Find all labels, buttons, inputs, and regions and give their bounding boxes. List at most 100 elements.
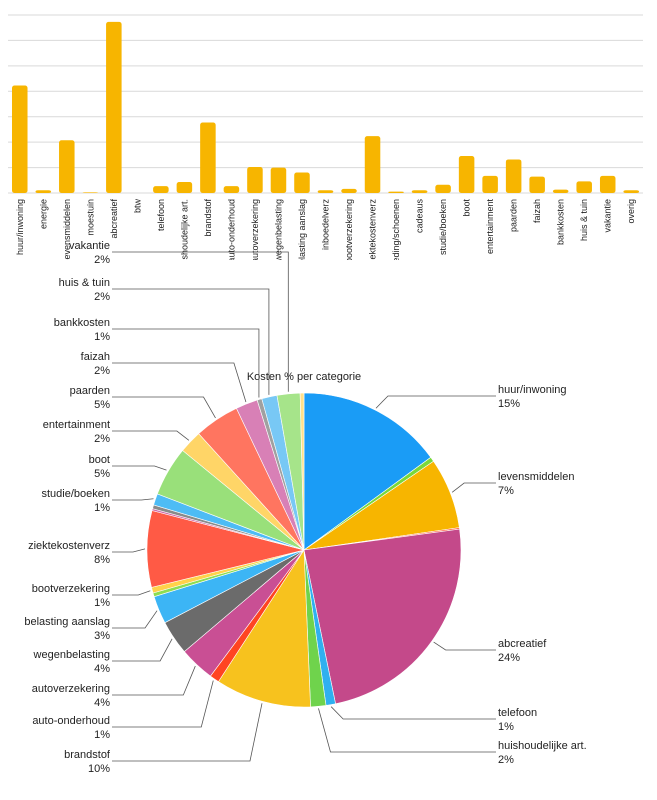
bar (223, 186, 240, 193)
slice-label: huis & tuin (59, 277, 110, 289)
slice-percent: 2% (498, 754, 514, 766)
slice-percent: 3% (94, 630, 110, 642)
leader-line (112, 430, 190, 441)
x-tick-label: wegenbelasting (273, 199, 283, 260)
bar (270, 167, 287, 193)
bar (153, 186, 169, 193)
x-tick-label: ziektekostenverz (368, 199, 378, 260)
bar (59, 140, 75, 193)
leader-line (112, 665, 196, 696)
leader-line (112, 362, 247, 403)
slice-percent: 1% (94, 729, 110, 741)
slice-percent: 7% (498, 485, 514, 497)
bar (482, 175, 498, 193)
x-tick-label: abcreatief (109, 199, 119, 239)
slice-label: auto-onderhoud (32, 715, 110, 727)
leader-line (375, 395, 496, 409)
bar (247, 166, 263, 193)
pie-slice (218, 549, 311, 708)
x-tick-label: autoverzekering (250, 199, 260, 260)
slice-label: autoverzekering (32, 683, 110, 695)
slice-label: telefoon (498, 707, 537, 719)
bar (576, 181, 592, 193)
slice-label: faizah (81, 351, 110, 363)
x-tick-label: bankkosten (556, 199, 566, 245)
slice-percent: 5% (94, 468, 110, 480)
bar (388, 191, 404, 193)
leader-line (112, 680, 214, 728)
bar (364, 136, 381, 193)
pie-slice (299, 392, 305, 551)
slice-label: bootverzekering (32, 583, 110, 595)
x-tick-label: energie (38, 199, 48, 229)
slice-label: paarden (70, 385, 110, 397)
x-tick-label: levensmiddelen (62, 199, 72, 260)
leader-line (112, 288, 270, 395)
x-tick-label: auto-onderhoud (226, 199, 236, 260)
slice-label: studie/boeken (42, 488, 111, 500)
leader-line (330, 706, 496, 720)
slice-label: belasting aanslag (24, 616, 110, 628)
slice-percent: 8% (94, 554, 110, 566)
bar (106, 21, 122, 193)
slice-percent: 4% (94, 697, 110, 709)
bar (435, 184, 451, 193)
pie-slice (303, 528, 462, 705)
bar (317, 190, 334, 193)
slice-percent: 2% (94, 433, 110, 445)
slice-label: vakantie (69, 240, 110, 252)
x-tick-label: overig (626, 199, 636, 224)
bar (82, 192, 99, 193)
slice-label: ziektekostenverz (28, 540, 110, 552)
chart-title: Kosten % per categorie (247, 371, 361, 383)
leader-line (112, 465, 167, 471)
x-tick-label: boot (462, 199, 472, 217)
bar (458, 156, 475, 193)
slice-label: huishoudelijke art. (498, 740, 587, 752)
slice-percent: 2% (94, 365, 110, 377)
x-tick-label: bootverzekering (344, 199, 354, 260)
slice-percent: 1% (94, 331, 110, 343)
bar (411, 190, 428, 193)
x-tick-label: huur/inwoning (15, 199, 25, 255)
slice-label: huur/inwoning (498, 384, 567, 396)
slice-percent: 24% (498, 652, 520, 664)
slice-percent: 4% (94, 663, 110, 675)
slice-percent: 1% (498, 721, 514, 733)
leader-line (112, 396, 216, 419)
bar (623, 190, 640, 193)
leader-line (112, 590, 151, 596)
x-tick-label: faizah (532, 199, 542, 223)
leader-line (112, 610, 158, 629)
x-tick-label: studie/boeken (438, 199, 448, 255)
x-tick-label: paarden (509, 199, 519, 232)
bar (505, 159, 522, 193)
leader-line (433, 641, 496, 651)
bar (176, 182, 193, 193)
pie-slice (303, 392, 432, 551)
bar (341, 188, 357, 193)
x-tick-label: kleding/schoenen (391, 199, 401, 260)
slice-percent: 2% (94, 254, 110, 266)
x-tick-label: btw (132, 199, 142, 214)
bar (35, 190, 52, 193)
leader-line (112, 703, 263, 762)
x-tick-label: inboedelverz (321, 199, 331, 251)
slice-label: entertainment (43, 419, 110, 431)
slice-percent: 5% (94, 399, 110, 411)
leader-line (318, 708, 496, 753)
leader-line (112, 251, 289, 392)
slice-label: levensmiddelen (498, 471, 574, 483)
bar (200, 122, 216, 193)
x-tick-label: huis & tuin (579, 199, 589, 241)
x-tick-label: huishoudelijke art. (179, 199, 189, 260)
slice-percent: 1% (94, 597, 110, 609)
slice-label: boot (89, 454, 110, 466)
leader-line (112, 328, 260, 398)
bar (294, 172, 310, 193)
leader-line (451, 482, 496, 493)
x-tick-label: cadeaus (415, 199, 425, 234)
x-tick-label: moestuin (85, 199, 95, 236)
x-tick-label: brandstof (203, 199, 213, 237)
